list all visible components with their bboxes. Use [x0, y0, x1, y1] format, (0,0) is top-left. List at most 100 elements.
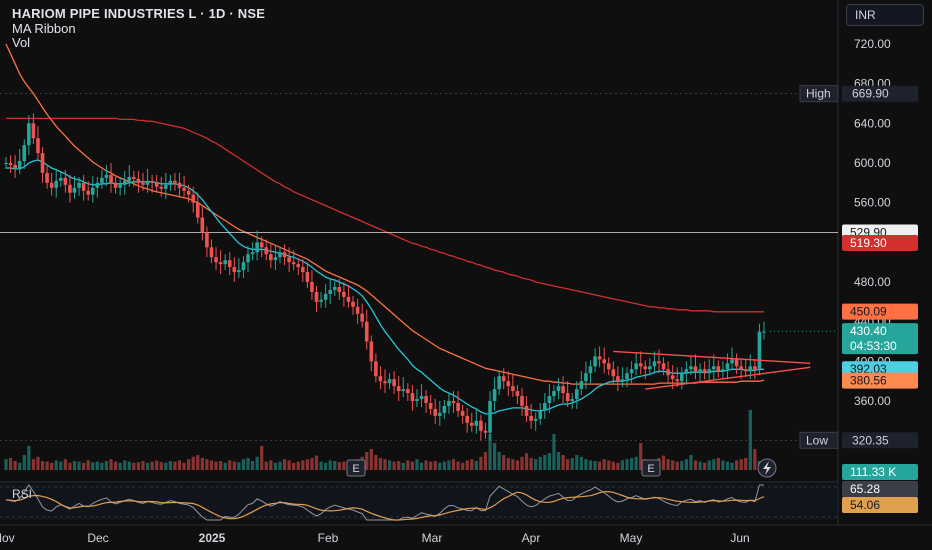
- volume-bar: [570, 458, 574, 470]
- candle: [301, 267, 305, 273]
- ma-slow-price-label: 519.30: [850, 236, 887, 250]
- candle: [588, 366, 593, 374]
- volume-bar: [739, 459, 743, 470]
- triangle-upper-line[interactable]: [613, 350, 811, 365]
- candle: [693, 366, 698, 372]
- volume-bar: [721, 460, 725, 470]
- candle: [17, 161, 22, 168]
- candle: [739, 366, 743, 370]
- candle: [684, 369, 689, 374]
- candle: [711, 366, 716, 370]
- candle: [657, 361, 661, 364]
- candle: [556, 386, 561, 392]
- volume-bar: [95, 461, 99, 470]
- last-price-badge: [842, 323, 918, 355]
- candle: [460, 410, 465, 416]
- candle: [287, 257, 291, 263]
- candle: [122, 180, 127, 185]
- volume-bar: [593, 461, 597, 470]
- volume-bar: [63, 459, 67, 470]
- price-tick-label: 720.00: [854, 37, 891, 51]
- candle: [606, 363, 611, 370]
- candle: [680, 373, 684, 382]
- volume-bar: [502, 455, 506, 470]
- candle: [360, 313, 364, 322]
- candle: [374, 361, 378, 377]
- candle: [433, 408, 438, 416]
- high-marker-tag-bg: [799, 85, 839, 103]
- candle: [113, 182, 118, 188]
- volume-bar: [661, 455, 666, 470]
- candle: [574, 389, 579, 400]
- candle: [250, 252, 255, 255]
- volume-bar: [607, 460, 611, 470]
- triangle-lower-line[interactable]: [645, 366, 811, 390]
- earnings-marker[interactable]: [346, 459, 366, 477]
- volume-bar: [159, 462, 163, 470]
- ma-mid-price-label-bg: [842, 303, 918, 320]
- last-price-label: 430.40: [850, 324, 887, 338]
- rsi-legend[interactable]: RSI: [12, 487, 32, 501]
- candle: [497, 376, 501, 390]
- volume-bar: [237, 462, 241, 470]
- volume-bar: [301, 460, 305, 470]
- candle: [675, 379, 680, 382]
- candle: [698, 369, 702, 372]
- candle: [54, 180, 59, 188]
- volume-bar: [337, 462, 341, 470]
- volume-bar: [492, 443, 497, 470]
- candle: [328, 289, 333, 294]
- volume-bar: [387, 460, 392, 470]
- candle: [620, 379, 625, 382]
- rsi-value-label: 65.28: [850, 482, 880, 496]
- volume-bar: [328, 460, 332, 470]
- candle: [716, 366, 721, 372]
- time-tick-label: Dec: [87, 531, 108, 545]
- candle: [424, 396, 428, 403]
- volume-bar: [588, 460, 593, 470]
- candle: [173, 180, 177, 183]
- candle: [205, 232, 209, 248]
- candle: [428, 402, 433, 409]
- indicator-legend-volume[interactable]: Vol: [12, 35, 31, 50]
- volume-bar: [113, 461, 118, 470]
- currency-button[interactable]: INR: [846, 4, 924, 26]
- volume-bar: [534, 459, 538, 470]
- candle: [602, 359, 606, 364]
- volume-bar: [397, 461, 401, 470]
- candle: [501, 376, 506, 382]
- candle: [305, 272, 310, 282]
- candle: [488, 401, 492, 433]
- earnings-marker[interactable]: [641, 459, 661, 477]
- volume-bar: [451, 459, 456, 470]
- volume-bar: [566, 459, 570, 470]
- volume-bar: [310, 458, 314, 470]
- volume-bar: [173, 461, 177, 470]
- indicator-legend-ma-ribbon[interactable]: MA Ribbon: [12, 21, 76, 36]
- volume-bar: [369, 449, 373, 470]
- candle: [68, 184, 72, 193]
- candle: [529, 415, 533, 421]
- volume-bar: [671, 460, 675, 470]
- volume-value-label: 111.33 K: [850, 465, 896, 479]
- volume-bar: [447, 460, 451, 470]
- volume-bar: [575, 455, 579, 470]
- candle: [415, 399, 419, 401]
- volume-bar: [187, 459, 191, 470]
- candle: [387, 379, 392, 384]
- candle: [141, 182, 145, 185]
- time-tick-label: Apr: [522, 531, 541, 545]
- volume-bar: [13, 461, 17, 470]
- volume-bar: [419, 462, 424, 470]
- volume-bar: [465, 460, 469, 470]
- volume-bar: [168, 461, 172, 470]
- candle: [401, 389, 406, 392]
- candle: [666, 369, 670, 376]
- candle: [296, 264, 301, 268]
- volume-bar: [483, 452, 488, 470]
- volume-bar: [429, 461, 433, 470]
- candle: [227, 260, 232, 268]
- candle: [469, 422, 474, 426]
- candle: [182, 187, 186, 191]
